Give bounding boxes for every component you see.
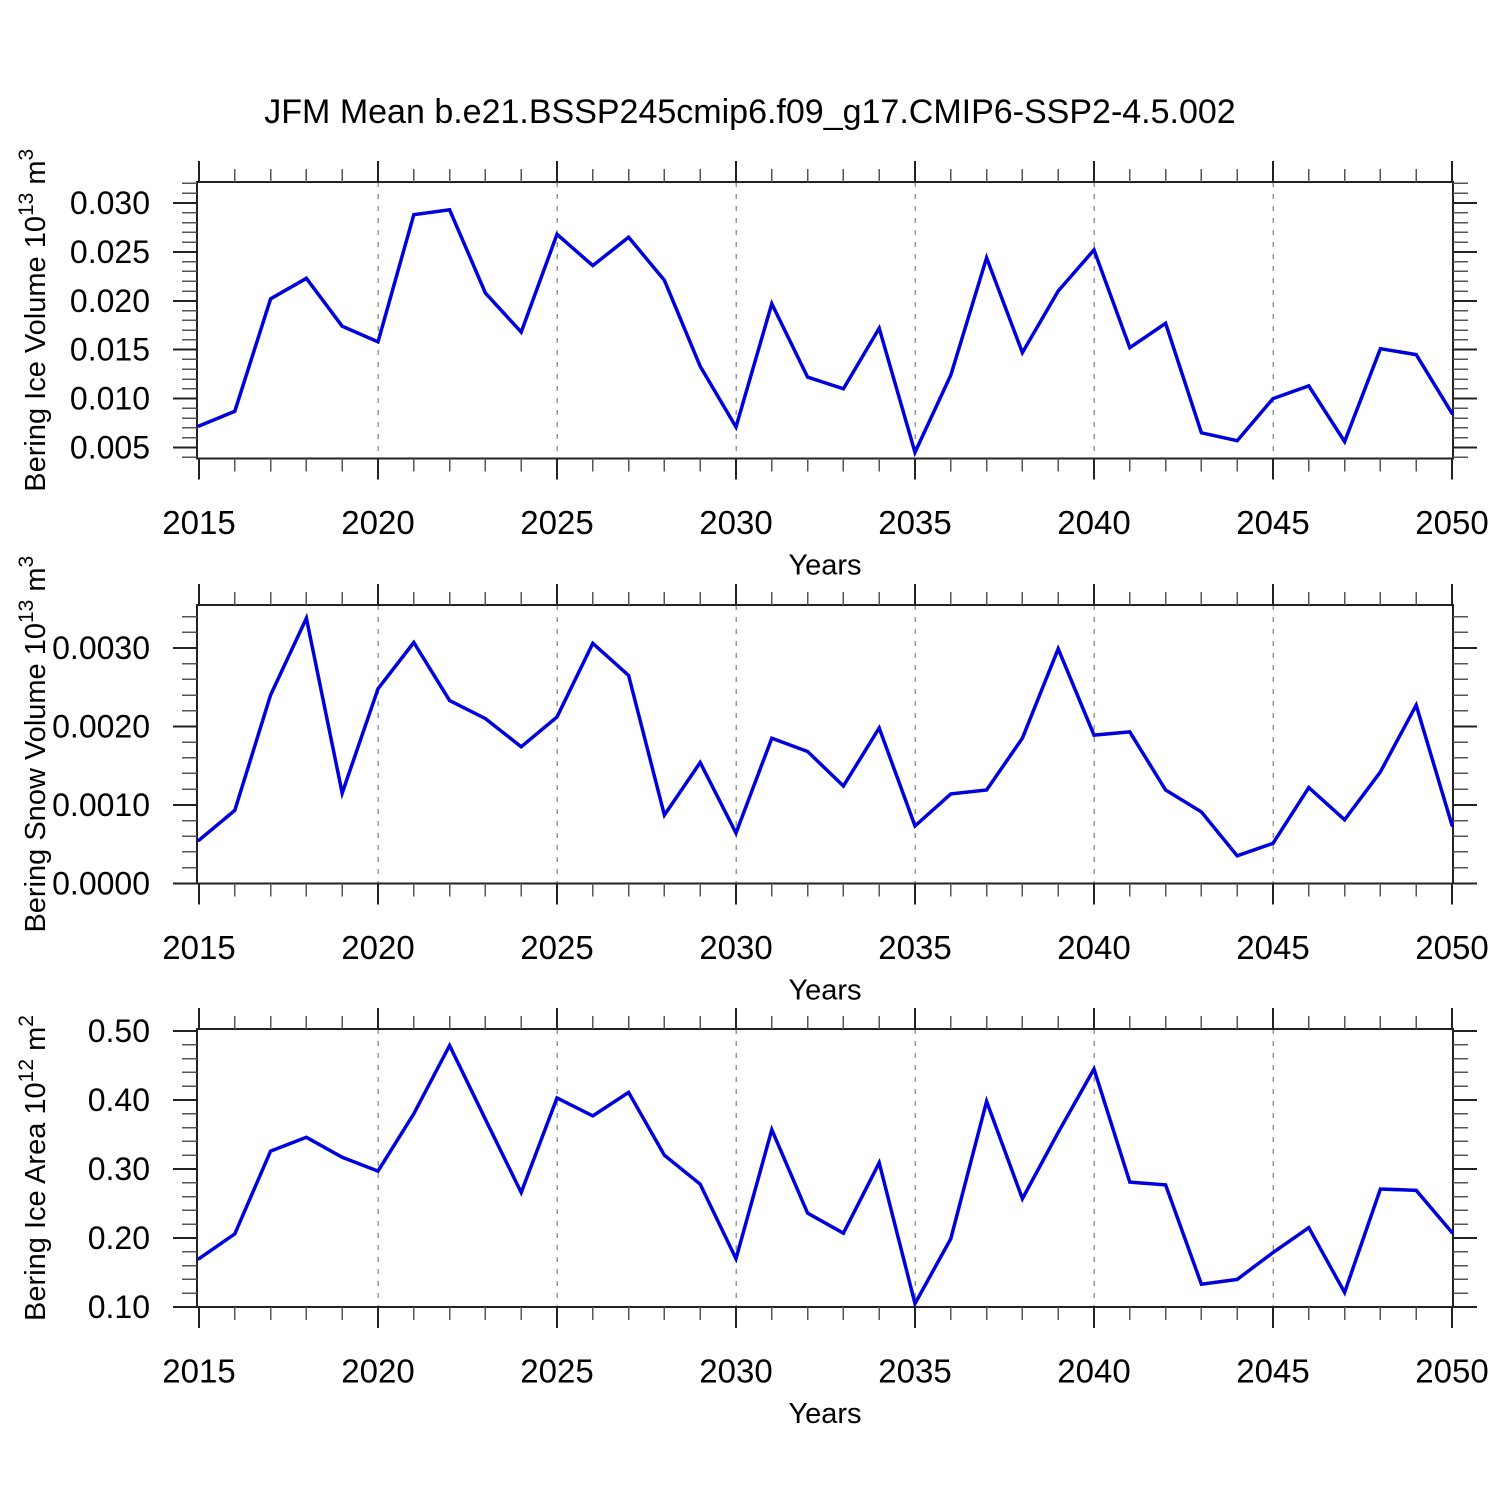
y-tick-label: 0.010 (70, 381, 150, 417)
y-axis-label: Bering Snow Volume 1013 m3 (15, 556, 53, 933)
bering-ice-volume-line (197, 207, 1454, 458)
x-tick-label: 2035 (878, 929, 951, 966)
x-tick-label: 2020 (341, 1353, 414, 1390)
x-axis-label: Years (788, 1398, 861, 1430)
x-tick-label: 2045 (1236, 504, 1309, 541)
plot-frame (196, 604, 1454, 885)
plot-frame (196, 1028, 1454, 1308)
x-tick-label: 2015 (162, 504, 235, 541)
y-tick-label: 0.10 (88, 1289, 150, 1325)
y-tick-label: 0.40 (88, 1082, 150, 1118)
chart-bering-snow-volume: 2015 2020 2025 2030 2035 2040 2045 2050 0.0000 0.… (15, 556, 1489, 1007)
chart-bering-ice-volume: 2015 2020 2025 2030 2035 2040 2045 2050 0.005 0.0… (15, 149, 1489, 582)
x-tick-label: 2040 (1057, 1353, 1130, 1390)
bering-snow-volume-line (197, 612, 1454, 858)
x-tick-label: 2030 (699, 929, 772, 966)
x-tick-label: 2025 (520, 1353, 593, 1390)
y-tick-label: 0.025 (70, 234, 150, 270)
y-axis-label: Bering Ice Area 1012 m2 (15, 1015, 53, 1321)
y-tick-label: 0.015 (70, 332, 150, 368)
y-tick-label: 0.020 (70, 283, 150, 319)
x-tick-label: 2030 (699, 1353, 772, 1390)
y-tick-label: 0.0000 (52, 865, 150, 901)
x-tick-label: 2050 (1415, 1353, 1488, 1390)
x-tick-label: 2025 (520, 504, 593, 541)
y-axis-label: Bering Ice Volume 1013 m3 (15, 149, 53, 492)
x-tick-label: 2025 (520, 929, 593, 966)
y-tick-label: 0.30 (88, 1151, 150, 1187)
x-tick-label: 2045 (1236, 1353, 1309, 1390)
x-tick-label: 2015 (162, 929, 235, 966)
y-tick-label: 0.030 (70, 185, 150, 221)
x-axis-label: Years (788, 550, 861, 582)
charts-container: 2015 2020 2025 2030 2035 2040 2045 2050 0.005 0.0… (15, 149, 1489, 1430)
x-axis-label: Years (788, 974, 861, 1006)
x-tick-label: 2035 (878, 504, 951, 541)
y-tick-label: 0.50 (88, 1013, 150, 1049)
x-tick-label: 2030 (699, 504, 772, 541)
y-tick-label: 0.0020 (52, 708, 150, 744)
x-tick-label: 2040 (1057, 929, 1130, 966)
x-tick-label: 2015 (162, 1353, 235, 1390)
y-tick-label: 0.0030 (52, 630, 150, 666)
y-tick-label: 0.005 (70, 429, 150, 465)
y-tick-label: 0.0010 (52, 787, 150, 823)
x-tick-label: 2040 (1057, 504, 1130, 541)
chart-bering-ice-area: 2015 2020 2025 2030 2035 2040 2045 2050 0.10 0.20… (15, 1008, 1489, 1430)
x-tick-label: 2020 (341, 504, 414, 541)
x-tick-label: 2050 (1415, 929, 1488, 966)
y-tick-label: 0.20 (88, 1220, 150, 1256)
x-tick-label: 2020 (341, 929, 414, 966)
figure-title: JFM Mean b.e21.BSSP245cmip6.f09_g17.CMIP… (264, 93, 1235, 131)
bering-ice-area-line (197, 1041, 1454, 1309)
x-tick-label: 2045 (1236, 929, 1309, 966)
x-tick-label: 2050 (1415, 504, 1488, 541)
x-tick-label: 2035 (878, 1353, 951, 1390)
